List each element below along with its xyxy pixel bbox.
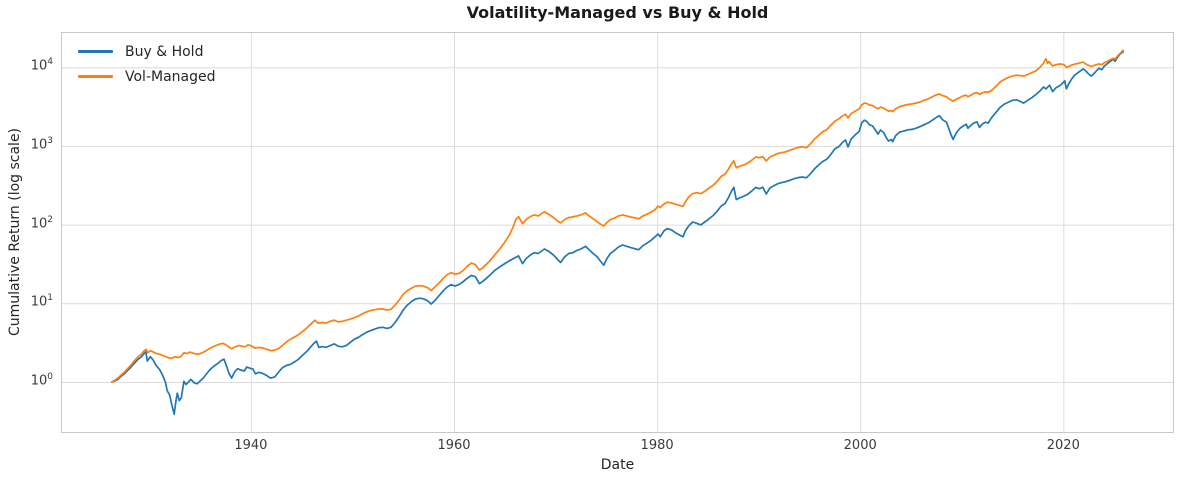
x-tick-label: 1960 bbox=[437, 438, 471, 453]
x-axis-label: Date bbox=[600, 457, 635, 473]
y-tick-label: 101 bbox=[30, 293, 53, 310]
legend-label: Buy & Hold bbox=[125, 43, 204, 60]
y-tick-label: 102 bbox=[30, 214, 53, 231]
legend-line-swatch bbox=[78, 75, 113, 78]
series-line-vol-managed bbox=[110, 49, 1125, 383]
series-line-buy-hold bbox=[110, 50, 1125, 416]
chart-title: Volatility-Managed vs Buy & Hold bbox=[466, 3, 769, 22]
plot-border bbox=[61, 32, 1174, 433]
legend-item: Vol-Managed bbox=[78, 64, 216, 89]
y-tick-label: 103 bbox=[30, 135, 53, 153]
y-tick-label: 104 bbox=[30, 57, 53, 74]
legend: Buy & Hold Vol-Managed bbox=[78, 39, 216, 89]
x-tick-label: 2020 bbox=[1046, 438, 1080, 453]
x-tick-label: 2000 bbox=[843, 438, 877, 453]
y-tick-label: 100 bbox=[30, 372, 53, 389]
y-axis-label: Cumulative Return (log scale) bbox=[7, 127, 23, 337]
x-tick-label: 1940 bbox=[234, 438, 268, 453]
x-tick-label: 1980 bbox=[640, 438, 674, 453]
legend-item: Buy & Hold bbox=[78, 39, 216, 64]
legend-label: Vol-Managed bbox=[125, 68, 216, 85]
legend-line-swatch bbox=[78, 50, 113, 53]
